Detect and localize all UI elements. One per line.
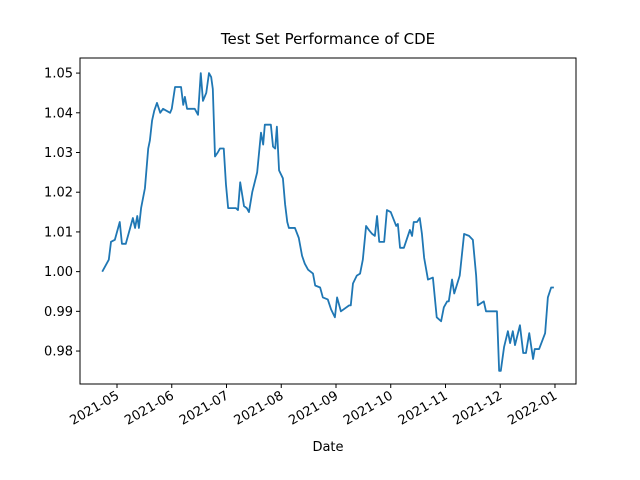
x-tick-label: 2021-12 bbox=[451, 388, 506, 428]
data-line bbox=[101, 72, 554, 372]
x-axis-label: Date bbox=[312, 440, 343, 455]
y-tick-label: 1.05 bbox=[44, 67, 73, 82]
x-tick-label: 2021-06 bbox=[122, 388, 177, 428]
y-tick-label: 1.01 bbox=[44, 225, 73, 240]
x-tick-label: 2022-01 bbox=[505, 388, 560, 428]
y-tick-label: 0.99 bbox=[44, 305, 73, 320]
x-tick-label: 2021-05 bbox=[67, 388, 122, 428]
chart-title: Test Set Performance of CDE bbox=[220, 30, 435, 48]
y-tick-label: 1.03 bbox=[44, 146, 73, 161]
x-tick-label: 2021-09 bbox=[286, 388, 341, 428]
y-tick-label: 1.04 bbox=[44, 106, 73, 121]
x-tick-label: 2021-10 bbox=[341, 388, 396, 428]
plot-frame bbox=[79, 57, 577, 385]
y-tick-label: 1.02 bbox=[44, 186, 73, 201]
y-tick-label: 0.98 bbox=[44, 345, 73, 360]
x-tick-label: 2021-08 bbox=[232, 388, 287, 428]
y-tick-label: 1.00 bbox=[44, 265, 73, 280]
x-tick-label: 2021-11 bbox=[396, 388, 451, 428]
x-tick-label: 2021-07 bbox=[177, 388, 232, 428]
